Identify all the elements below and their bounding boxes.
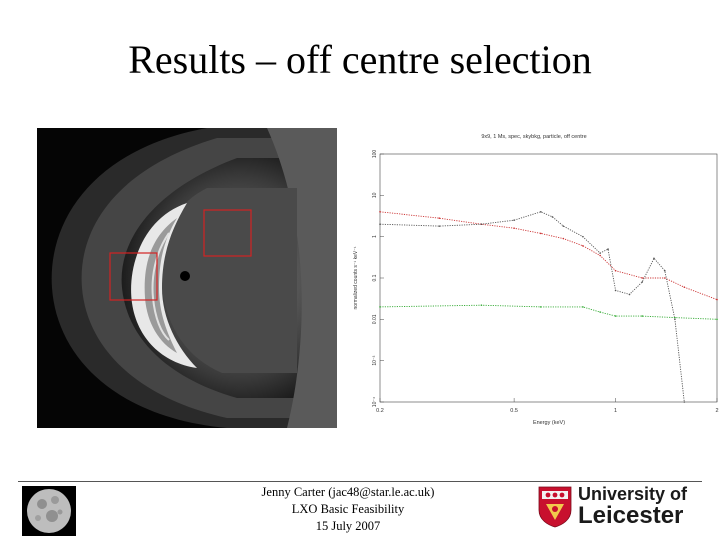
series-point: [379, 306, 381, 308]
y-tick-label: 10: [372, 192, 378, 198]
y-tick-label: 0.01: [372, 314, 378, 324]
simulation-svg: [37, 128, 337, 428]
series-point: [663, 269, 666, 272]
series-point: [628, 293, 631, 296]
x-tick-label: 1: [614, 408, 617, 414]
series-point: [599, 311, 601, 313]
series-point: [562, 225, 565, 227]
y-tick-label: 10⁻³: [372, 355, 378, 365]
x-tick-label: 2: [715, 408, 718, 414]
series-point: [379, 210, 381, 213]
plot-xlabel: Energy (keV): [533, 420, 565, 426]
selection-box-upper: [203, 209, 252, 257]
series-point: [683, 401, 686, 403]
slide-title: Results – off centre selection: [128, 37, 592, 82]
series-point: [599, 252, 601, 254]
y-tick-label: 0.1: [372, 274, 378, 281]
series-point: [607, 248, 609, 250]
series-point: [582, 306, 584, 308]
spectrum-svg: 9x9, 1 Ms, spec, skybkg, particle, off c…: [353, 134, 719, 426]
series-point: [539, 210, 542, 213]
selection-box-left: [109, 252, 158, 301]
series-point: [614, 269, 617, 272]
plot-title: 9x9, 1 Ms, spec, skybkg, particle, off c…: [481, 134, 586, 140]
footer-author: Jenny Carter (jac48@star.le.ac.uk): [261, 485, 435, 499]
simulation-image: [37, 128, 337, 428]
y-tick-label: 100: [372, 150, 378, 159]
series-point: [663, 277, 666, 279]
series-point: [641, 277, 644, 279]
series-point: [582, 245, 584, 247]
series-point: [599, 254, 601, 257]
series-point: [513, 219, 515, 222]
logo-line2: Leicester: [578, 502, 684, 529]
series-point: [674, 318, 676, 321]
y-tick-labels: 100 10 1 0.1 0.01 10⁻³ 10⁻⁴: [372, 150, 384, 407]
y-tick-label: 1: [372, 235, 378, 238]
footer-divider: [18, 481, 702, 482]
series-point: [379, 223, 381, 226]
footer-date: 15 July 2007: [315, 519, 381, 533]
plot-frame: [379, 153, 718, 403]
footer-project: LXO Basic Feasibility: [291, 502, 405, 516]
series-point: [641, 315, 644, 317]
x-tick-label: 0.5: [510, 408, 518, 414]
logo-line1: University of: [578, 484, 688, 504]
series-point: [480, 304, 483, 306]
series-point: [539, 306, 542, 308]
x-tick-labels: 0.2 0.5 1 2: [376, 398, 719, 414]
plot-series: [379, 210, 718, 403]
series-point: [438, 225, 441, 227]
moon-image: [22, 486, 76, 536]
series-point: [438, 217, 441, 219]
series-point: [674, 316, 676, 319]
series-point: [614, 315, 617, 317]
plot-ylabel: normalized counts s⁻¹ keV⁻¹: [353, 246, 359, 309]
series-point: [539, 232, 542, 235]
university-logo: University of Leicester: [538, 484, 708, 530]
series-point: [653, 257, 655, 260]
y-tick-label: 10⁻⁴: [372, 397, 378, 407]
series-point: [480, 223, 483, 226]
series-point: [614, 289, 617, 292]
series-point: [716, 298, 718, 301]
series-point: [582, 235, 584, 238]
moon-icon: [22, 486, 76, 536]
series-point: [683, 286, 686, 288]
series-line-1: [379, 211, 718, 301]
footer-credits: Jenny Carter (jac48@star.le.ac.uk) LXO B…: [230, 484, 466, 535]
series-point: [716, 318, 718, 321]
series-point: [551, 216, 554, 218]
series-point: [513, 227, 515, 230]
x-tick-label: 0.2: [376, 408, 384, 414]
spectrum-plot: 9x9, 1 Ms, spec, skybkg, particle, off c…: [349, 128, 719, 428]
series-point: [562, 237, 565, 240]
series-point: [641, 281, 644, 283]
shield-icon: [538, 486, 572, 528]
series-line-3: [379, 304, 718, 320]
